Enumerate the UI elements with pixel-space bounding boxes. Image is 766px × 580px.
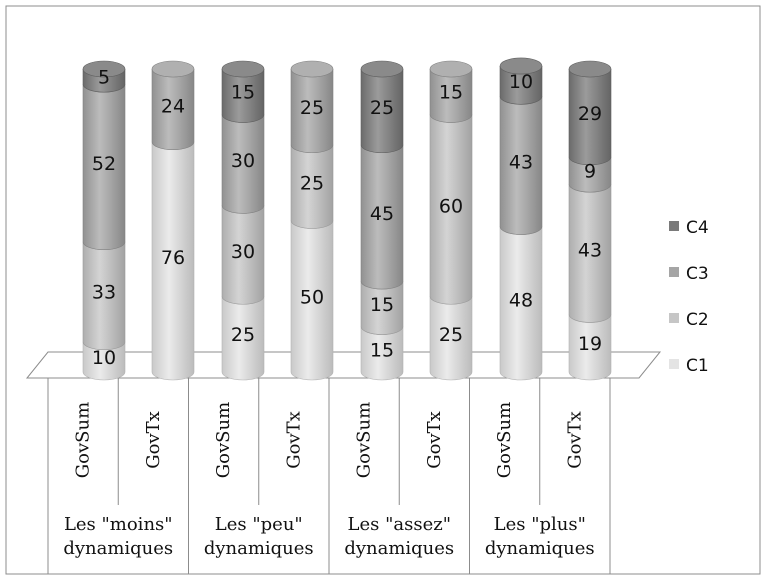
category-label-govtx: GovTx	[424, 411, 445, 469]
data-label-c2: 15	[370, 294, 394, 316]
legend-swatch-c4	[669, 221, 679, 231]
legend-swatch-c2	[669, 313, 679, 323]
data-label-c2: 25	[300, 173, 324, 195]
bar-column-govsum-4	[360, 60, 404, 381]
legend-item-c3: C3	[669, 264, 709, 284]
bar-top-c4	[82, 60, 126, 78]
legend-swatch-c3	[669, 267, 679, 277]
data-label-c1: 15	[370, 339, 394, 361]
legend-item-c4: C4	[669, 218, 709, 238]
group-label-0: Les "moins" dynamiques	[63, 514, 173, 559]
category-label-govtx: GovTx	[283, 411, 304, 469]
bar-top-c3	[151, 60, 195, 78]
bar-top-c4	[221, 60, 265, 78]
data-label-c2: 33	[92, 282, 116, 304]
category-label-govsum: GovSum	[494, 402, 515, 478]
legend-swatch-c1	[669, 359, 679, 369]
value-labels: 10 33 52 5 76 24 25 30 30 15 50 25 25 15 15 45 25 25 60 15 4…	[92, 67, 602, 369]
bar-top-c4	[499, 57, 543, 75]
data-label-c1: 50	[300, 286, 324, 308]
data-label-c3: 30	[231, 150, 255, 172]
legend-item-c1: C1	[669, 356, 709, 376]
bar-top-c3	[429, 60, 473, 78]
bar-column-govsum-6	[499, 57, 543, 381]
legend-label-c3: C3	[686, 264, 709, 284]
bar-column-govtx-5	[429, 60, 473, 381]
data-label-c2: 43	[578, 239, 602, 261]
data-label-c1: 19	[578, 333, 602, 355]
data-label-c2: 60	[439, 195, 463, 217]
legend-label-c4: C4	[686, 218, 709, 238]
category-label-govsum: GovSum	[354, 402, 375, 478]
data-label-c1: 76	[161, 247, 185, 269]
bar-top-c3	[290, 60, 334, 78]
data-label-c3: 15	[439, 82, 463, 104]
chart-legend: C4 C3 C2 C1	[669, 218, 709, 376]
category-label-govtx: GovTx	[564, 411, 585, 469]
data-label-c3: 52	[92, 153, 116, 175]
data-label-c4: 29	[578, 103, 602, 125]
bar-top-c4	[360, 60, 404, 78]
group-label-3: Les "plus" dynamiques	[485, 514, 595, 559]
bar-top-c4	[568, 60, 612, 78]
data-label-c4: 5	[98, 67, 110, 89]
bar-column-govtx-1	[151, 60, 195, 381]
category-label-govtx: GovTx	[143, 411, 164, 469]
data-label-c3: 9	[584, 161, 596, 183]
chart-bars	[82, 57, 612, 381]
legend-label-c2: C2	[686, 310, 709, 330]
legend-item-c2: C2	[669, 310, 709, 330]
data-label-c1: 25	[231, 324, 255, 346]
group-label-1: Les "peu" dynamiques	[204, 514, 314, 559]
group-label-2: Les "assez" dynamiques	[344, 514, 454, 559]
category-label-govsum: GovSum	[213, 402, 234, 478]
bar-column-govtx-7	[568, 60, 612, 381]
category-label-govsum: GovSum	[73, 402, 94, 478]
data-label-c1: 48	[509, 289, 533, 311]
data-label-c1: 25	[439, 324, 463, 346]
bar-column-govsum-2	[221, 60, 265, 381]
legend-label-c1: C1	[686, 356, 709, 376]
category-table: GovSum GovTx GovSum GovTx GovSum GovTx GovSum G…	[47, 378, 611, 574]
data-label-c1: 10	[92, 347, 116, 369]
data-label-c3: 45	[370, 203, 394, 225]
data-label-c4: 15	[231, 82, 255, 104]
bar-column-govsum-0	[82, 60, 126, 381]
data-label-c2: 30	[231, 241, 255, 263]
data-label-c4: 25	[370, 97, 394, 119]
data-label-c3: 25	[300, 97, 324, 119]
data-label-c4: 10	[509, 71, 533, 93]
bar-column-govtx-3	[290, 60, 334, 381]
data-label-c3: 24	[161, 95, 185, 117]
data-label-c3: 43	[509, 151, 533, 173]
